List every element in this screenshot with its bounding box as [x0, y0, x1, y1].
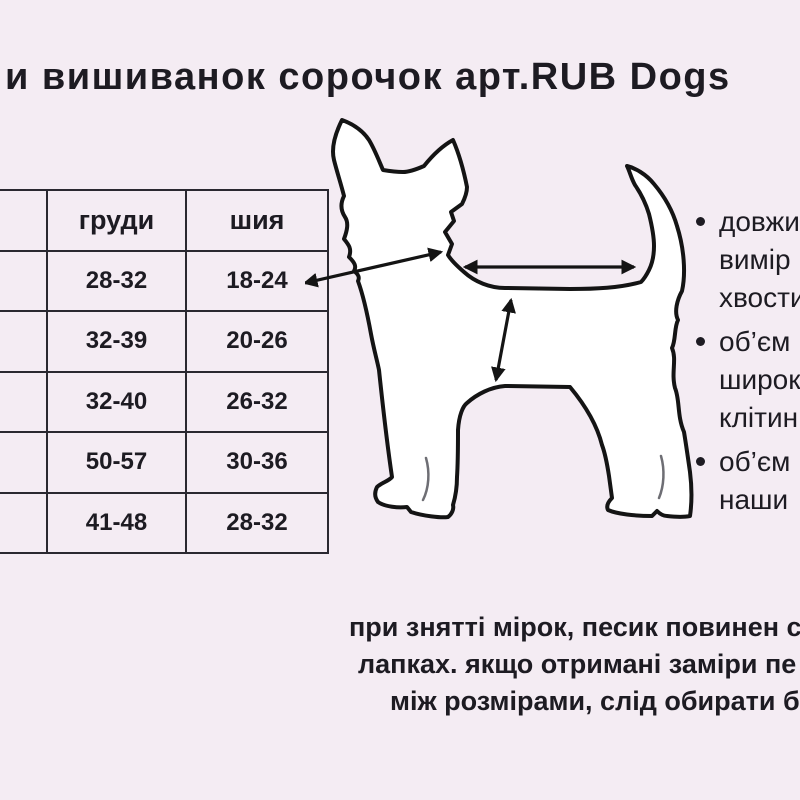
footer-note-line: при знятті мірок, песик повинен с	[349, 612, 800, 642]
table-row: 32-39 20-26	[0, 310, 329, 373]
cell-neck: 26-32	[185, 370, 329, 433]
note-line: хвости	[719, 282, 800, 313]
header-cell-back: а	[0, 189, 48, 252]
cell-back	[0, 310, 48, 373]
cell-chest: 32-40	[46, 370, 187, 433]
list-item: об’єм наши	[696, 443, 800, 519]
footer-note-line: між розмірами, слід обирати б	[390, 686, 800, 716]
cell-chest: 32-39	[46, 310, 187, 373]
footer-note-line: лапках. якщо отримані заміри пе	[358, 649, 797, 679]
table-row: 32-40 26-32	[0, 370, 329, 433]
size-table: а груди шия 28-32 18-24 32-39 20-26 32-4…	[0, 189, 329, 554]
header-cell-chest: груди	[46, 189, 187, 252]
cell-neck: 30-36	[185, 431, 329, 494]
bullet-dot-icon	[696, 337, 705, 346]
note-line: вимір	[719, 244, 791, 275]
table-row: 28-32 18-24	[0, 249, 329, 312]
page-title: и вишиванок сорочок арт.RUB Dogs	[5, 56, 731, 98]
cell-back	[0, 431, 48, 494]
cell-neck: 28-32	[185, 491, 329, 554]
cell-neck: 20-26	[185, 310, 329, 373]
header-cell-neck: шия	[185, 189, 329, 252]
dog-body-outline	[331, 118, 694, 520]
note-line: об’єм	[719, 326, 791, 357]
note-line: клітин	[719, 402, 799, 433]
list-item: об’єм широк клітин	[696, 323, 800, 437]
note-line: довжи	[719, 206, 800, 237]
front-leg-shading-mark	[421, 456, 430, 502]
dog-outline-drawing	[302, 118, 694, 520]
cell-back	[0, 370, 48, 433]
cell-back	[0, 491, 48, 554]
table-row: 41-48 28-32	[0, 491, 329, 554]
bullet-dot-icon	[696, 217, 705, 226]
list-item: довжи вимір хвости	[696, 203, 800, 317]
note-line: наши	[719, 484, 789, 515]
table-row: 50-57 30-36	[0, 431, 329, 494]
note-line: об’єм	[719, 446, 791, 477]
hind-leg-shading-mark	[657, 454, 665, 500]
cell-chest: 41-48	[46, 491, 187, 554]
measurement-notes-list: довжи вимір хвости об’єм широк клітин об…	[696, 203, 800, 525]
cell-back	[0, 249, 48, 312]
bullet-dot-icon	[696, 457, 705, 466]
cell-chest: 28-32	[46, 249, 187, 312]
note-line: широк	[719, 364, 800, 395]
neck-girth-arrow	[302, 247, 444, 288]
chest-girth-arrow	[491, 297, 516, 383]
dog-measurement-diagram	[302, 100, 705, 570]
table-header-row: а груди шия	[0, 189, 329, 252]
cell-chest: 50-57	[46, 431, 187, 494]
